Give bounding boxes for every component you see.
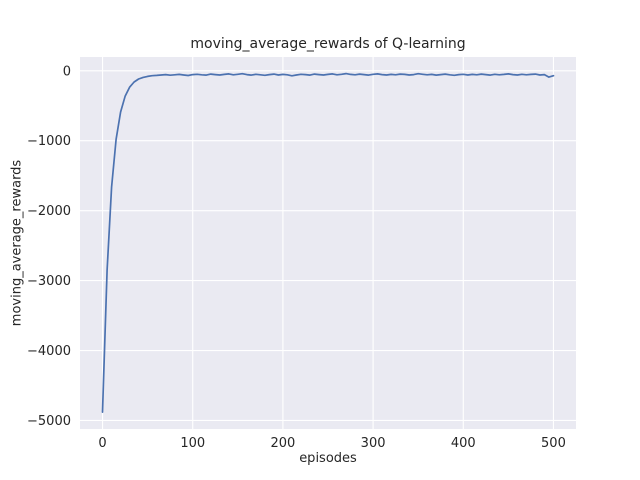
- y-tick-label: −1000: [27, 134, 71, 149]
- chart-title: moving_average_rewards of Q-learning: [190, 36, 466, 52]
- y-tick-label: −4000: [27, 344, 71, 359]
- x-tick-label: 300: [361, 436, 386, 451]
- x-tick-label: 200: [270, 436, 295, 451]
- y-tick-label: −5000: [27, 414, 71, 429]
- axes-background: [80, 57, 576, 429]
- x-axis-label: episodes: [299, 451, 357, 466]
- y-tick-label: 0: [63, 64, 71, 79]
- x-tick-label: 0: [98, 436, 106, 451]
- y-tick-label: −2000: [27, 204, 71, 219]
- data-line: [101, 72, 555, 413]
- y-axis-label: moving_average_rewards: [9, 159, 25, 327]
- x-tick-label: 400: [451, 436, 476, 451]
- x-tick-label: 500: [541, 436, 566, 451]
- y-tick-label: −3000: [27, 274, 71, 289]
- x-tick-label: 100: [180, 436, 205, 451]
